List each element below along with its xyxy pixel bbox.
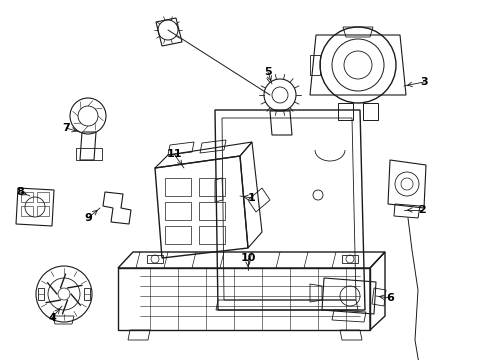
- Text: 4: 4: [48, 313, 56, 323]
- Bar: [37, 192, 49, 202]
- Text: 3: 3: [420, 77, 428, 87]
- Text: 7: 7: [62, 123, 70, 133]
- Bar: [21, 192, 33, 202]
- Text: 11: 11: [166, 149, 182, 159]
- Text: 5: 5: [264, 67, 272, 77]
- Text: 10: 10: [240, 253, 256, 263]
- Text: 6: 6: [386, 293, 394, 303]
- Bar: [199, 178, 225, 196]
- Bar: [165, 202, 191, 220]
- Text: 9: 9: [84, 213, 92, 223]
- Text: 1: 1: [248, 193, 256, 203]
- Bar: [165, 178, 191, 196]
- Bar: [37, 206, 49, 216]
- Text: 2: 2: [418, 205, 426, 215]
- Text: 8: 8: [16, 187, 24, 197]
- Bar: [199, 226, 225, 244]
- Bar: [21, 206, 33, 216]
- Bar: [199, 202, 225, 220]
- Bar: [165, 226, 191, 244]
